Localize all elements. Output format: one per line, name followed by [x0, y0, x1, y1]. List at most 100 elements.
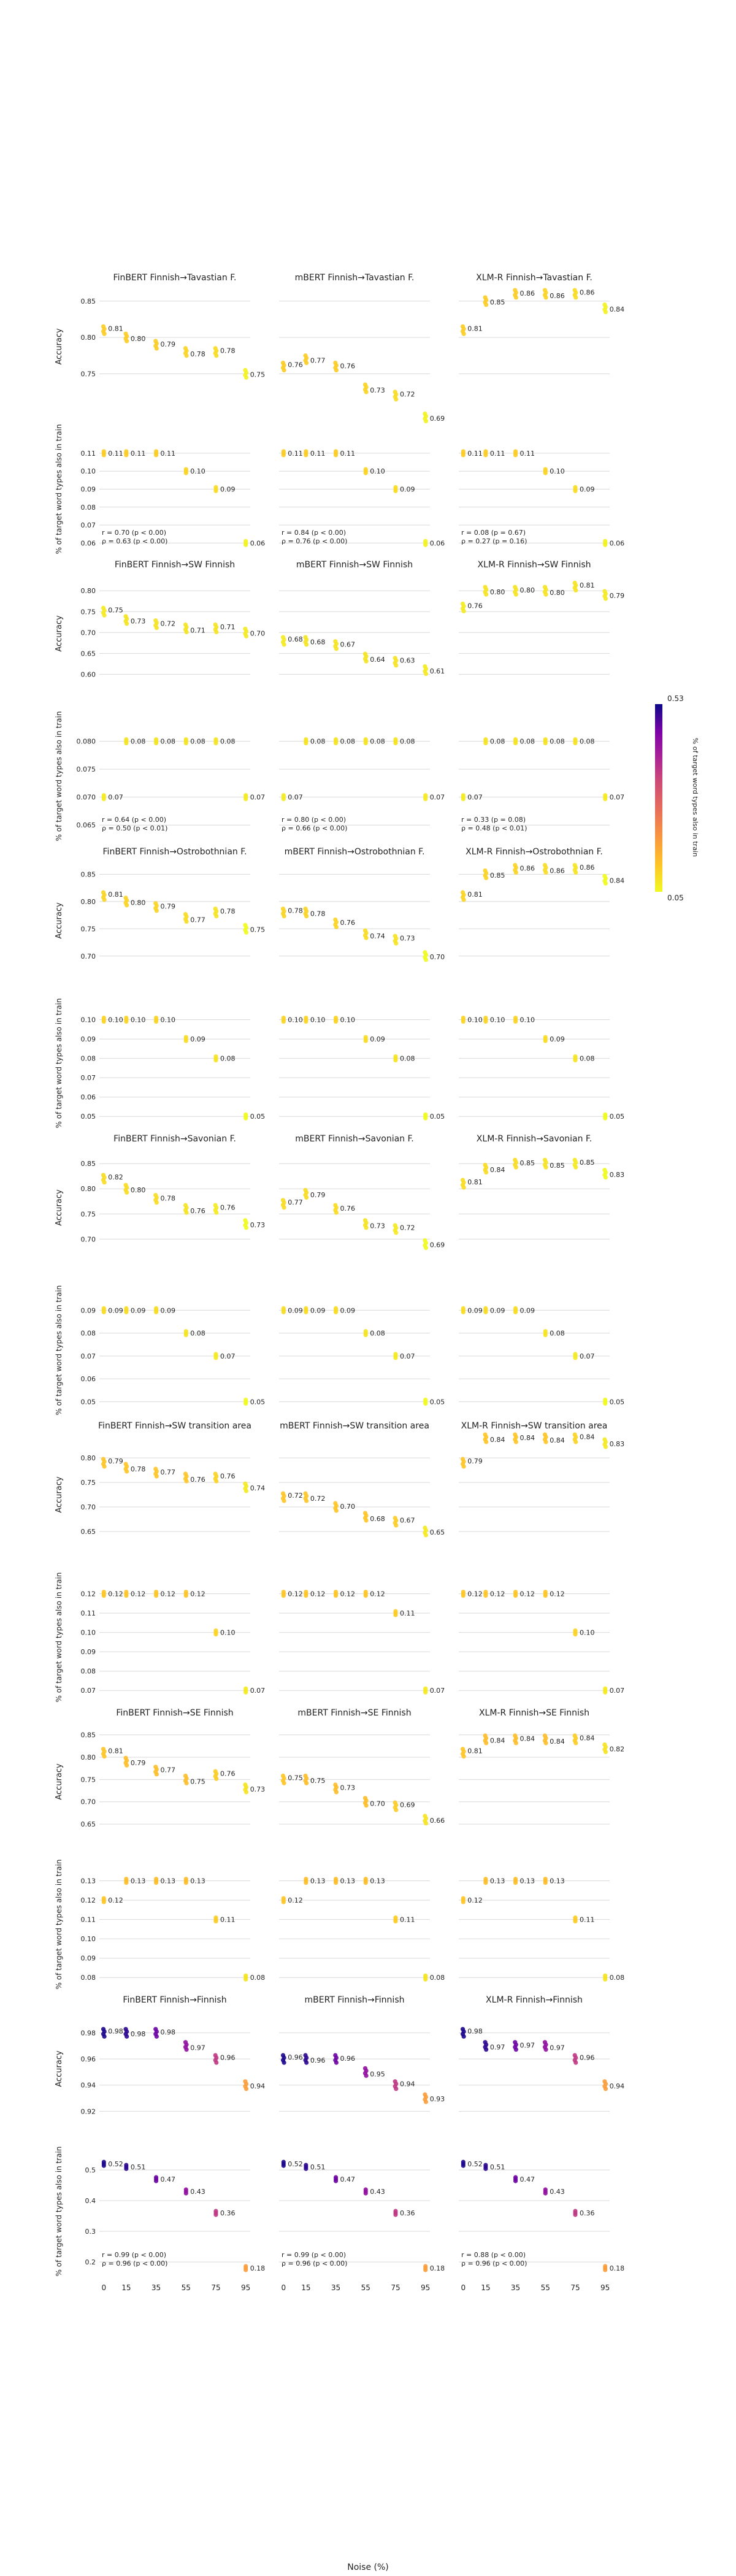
- overlap-value-label: 0.12: [288, 1590, 303, 1598]
- y-label-accuracy: Accuracy: [55, 902, 64, 939]
- y-tick-label: 0.07: [81, 1352, 96, 1360]
- y-tick-label: 0.70: [81, 1503, 96, 1511]
- y-tick-label: 0.06: [81, 1094, 96, 1102]
- colorbar-min-label: 0.05: [667, 894, 684, 902]
- y-tick-label: 0.11: [81, 1916, 96, 1924]
- overlap-value-label: 0.43: [190, 2188, 205, 2196]
- y-tick-label: 0.05: [81, 1113, 96, 1121]
- accuracy-value-label: 0.72: [161, 619, 176, 627]
- x-tick-label: 75: [211, 2283, 220, 2292]
- y-tick-label: 0.10: [81, 467, 96, 475]
- y-label-overlap: % of target word types also in train: [55, 711, 63, 841]
- accuracy-value-label: 0.76: [340, 1205, 356, 1213]
- x-tick-label: 0: [461, 2283, 466, 2292]
- overlap-point: [333, 453, 339, 458]
- accuracy-value-label: 0.76: [467, 602, 483, 610]
- accuracy-value-label: 0.70: [430, 953, 445, 961]
- correlation-stat: ρ = 0.76 (p < 0.00): [282, 537, 347, 545]
- accuracy-point: [282, 367, 286, 373]
- overlap-value-label: 0.05: [610, 1398, 625, 1406]
- overlap-point: [603, 1401, 608, 1406]
- y-tick-label: 0.75: [81, 608, 96, 616]
- y-tick-label: 0.80: [81, 898, 96, 906]
- accuracy-value-label: 0.77: [161, 1468, 176, 1476]
- overlap-point: [423, 1401, 428, 1406]
- accuracy-point: [461, 608, 466, 614]
- accuracy-value-label: 0.83: [610, 1440, 625, 1448]
- y-tick-label: 0.06: [81, 539, 96, 547]
- accuracy-point: [154, 626, 159, 631]
- overlap-point: [304, 1019, 309, 1024]
- y-tick-label: 0.12: [81, 1896, 96, 1904]
- overlap-value-label: 0.11: [490, 450, 505, 458]
- accuracy-value-label: 0.82: [610, 1746, 625, 1754]
- overlap-point: [393, 1058, 398, 1063]
- accuracy-point: [184, 629, 189, 635]
- overlap-value-label: 0.36: [220, 2209, 236, 2217]
- accuracy-value-label: 0.84: [490, 1436, 505, 1444]
- accuracy-point: [461, 897, 466, 902]
- accuracy-value-label: 0.73: [131, 618, 146, 626]
- accuracy-point: [484, 1439, 489, 1444]
- overlap-point: [603, 1116, 608, 1121]
- accuracy-value-label: 0.73: [370, 386, 385, 394]
- overlap-point: [483, 1593, 488, 1598]
- panel: FinBERT Finnish→Ostrobothnian F. 0.85 0.80…: [81, 847, 266, 1121]
- accuracy-point: [214, 353, 219, 358]
- overlap-point: [333, 1309, 339, 1314]
- correlation-stat: ρ = 0.96 (p < 0.00): [282, 2260, 347, 2267]
- y-label-overlap: % of target word types also in train: [55, 999, 63, 1129]
- y-label-overlap: % of target word types also in train: [55, 2147, 63, 2277]
- overlap-value-label: 0.12: [288, 1896, 303, 1904]
- overlap-value-label: 0.43: [550, 2188, 565, 2196]
- overlap-value-label: 0.08: [161, 738, 176, 746]
- accuracy-point: [243, 1790, 249, 1795]
- overlap-point: [101, 1593, 106, 1598]
- overlap-point: [573, 1058, 578, 1063]
- accuracy-value-label: 0.73: [370, 1222, 385, 1230]
- overlap-value-label: 0.10: [220, 1629, 236, 1637]
- y-label-accuracy: Accuracy: [55, 615, 64, 652]
- overlap-value-label: 0.47: [161, 2175, 176, 2183]
- y-tick-label: 0.065: [77, 821, 96, 829]
- accuracy-value-label: 0.77: [190, 916, 205, 924]
- panel-title: FinBERT Finnish→Tavastian F.: [113, 273, 237, 283]
- accuracy-point: [184, 1781, 189, 1785]
- accuracy-value-label: 0.68: [310, 638, 325, 646]
- y-tick-label: 0.09: [81, 1035, 96, 1043]
- overlap-point: [543, 1880, 548, 1885]
- accuracy-value-label: 0.81: [467, 324, 483, 332]
- overlap-value-label: 0.51: [310, 2163, 325, 2171]
- y-tick-label: 0.70: [81, 629, 96, 637]
- x-tick-label: 95: [421, 2283, 430, 2292]
- overlap-point: [461, 1309, 466, 1314]
- accuracy-point: [282, 1205, 286, 1210]
- overlap-point: [423, 1116, 428, 1121]
- accuracy-value-label: 0.97: [520, 2041, 535, 2049]
- accuracy-value-label: 0.78: [310, 910, 325, 918]
- colorbar-max-label: 0.53: [667, 694, 684, 703]
- overlap-point: [333, 1880, 339, 1885]
- overlap-value-label: 0.11: [161, 450, 176, 458]
- x-tick-label: 35: [511, 2283, 520, 2292]
- accuracy-point: [543, 1165, 548, 1170]
- overlap-point: [393, 1612, 398, 1617]
- y-tick-label: 0.09: [81, 1648, 96, 1656]
- overlap-point: [101, 1899, 106, 1904]
- overlap-point: [153, 740, 159, 746]
- x-tick-label: 95: [600, 2283, 610, 2292]
- accuracy-point: [102, 331, 107, 336]
- x-axis-label: Noise (%): [347, 2563, 389, 2572]
- overlap-value-label: 0.10: [340, 1016, 356, 1024]
- accuracy-value-label: 0.86: [580, 289, 595, 297]
- accuracy-value-label: 0.96: [580, 2054, 595, 2062]
- overlap-value-label: 0.08: [430, 1974, 445, 1982]
- overlap-value-label: 0.12: [467, 1590, 483, 1598]
- accuracy-value-label: 0.85: [520, 1159, 535, 1167]
- panel-title: mBERT Finnish→Savonian F.: [295, 1134, 414, 1144]
- overlap-value-label: 0.10: [310, 1016, 325, 1024]
- accuracy-value-label: 0.70: [340, 1503, 356, 1511]
- accuracy-point: [603, 2087, 608, 2091]
- overlap-point: [281, 453, 286, 458]
- accuracy-value-label: 0.84: [520, 1735, 535, 1743]
